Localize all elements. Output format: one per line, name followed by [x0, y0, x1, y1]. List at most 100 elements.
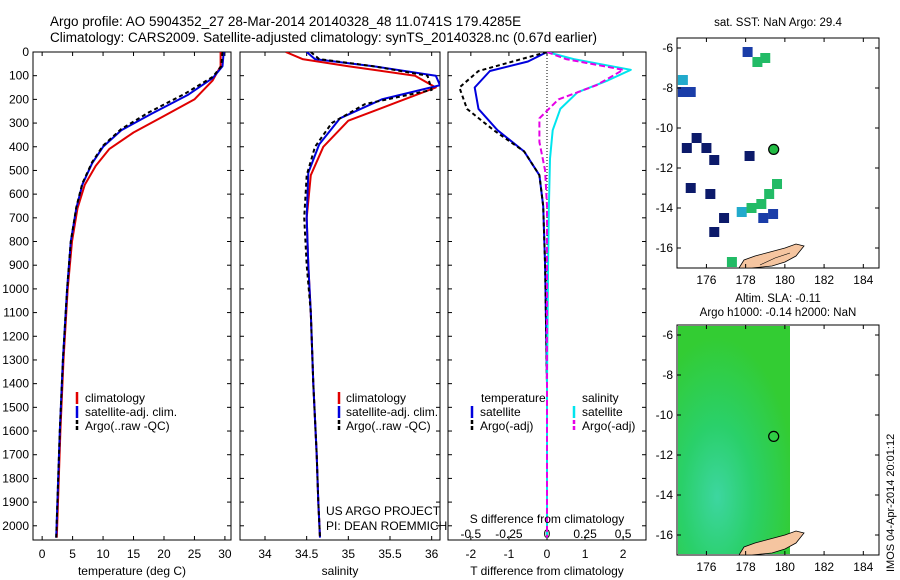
- header-line2: Climatology: CARS2009. Satellite-adjuste…: [50, 30, 597, 45]
- difference-xlabel-top: S difference from climatology: [470, 512, 625, 526]
- sst-cell: [681, 143, 692, 153]
- depth-tick-label: 1500: [2, 400, 29, 414]
- x-tick-label: 15: [127, 547, 141, 561]
- s-tick-label: -0.5: [461, 527, 482, 541]
- depth-tick-label: 700: [9, 211, 29, 225]
- salinity-legend-clim: climatology: [346, 391, 406, 405]
- difference-xlabel: T difference from climatology: [470, 564, 624, 578]
- sst-cell: [685, 183, 696, 193]
- argo-float-marker: [768, 143, 780, 155]
- x-tick-label: 10: [96, 547, 110, 561]
- depth-tick-label: 800: [9, 235, 29, 249]
- depth-tick-label: 0: [22, 45, 29, 59]
- map-y-tick-label: -8: [662, 368, 673, 382]
- x-tick-label: 0: [544, 547, 551, 561]
- map-y-tick-label: -8: [662, 81, 673, 95]
- map-y-tick-label: -12: [656, 161, 674, 175]
- depth-tick-label: 1400: [2, 377, 29, 391]
- s-tick-label: 0.25: [573, 527, 597, 541]
- temperature-legend-clim: climatology: [85, 391, 145, 405]
- temperature-lines: [55, 52, 225, 538]
- sst-cell: [772, 179, 783, 189]
- difference-legend: temperature salinity satellite Argo(-adj…: [470, 391, 635, 433]
- x-tick-label: 35: [342, 547, 356, 561]
- x-tick-label: 1: [582, 547, 589, 561]
- header-line1: Argo profile: AO 5904352_27 28-Mar-2014 …: [50, 14, 521, 29]
- map-x-tick-label: 184: [853, 273, 873, 287]
- depth-tick-label: 500: [9, 163, 29, 177]
- depth-tick-label: 1900: [2, 495, 29, 509]
- series-line: [473, 52, 548, 538]
- series-line: [303, 52, 433, 538]
- imos-stamp: IMOS 04-Apr-2014 20:01:12: [885, 434, 897, 572]
- difference-lines: [458, 52, 632, 538]
- depth-tick-label: 600: [9, 187, 29, 201]
- map-y-tick-label: -6: [662, 41, 673, 55]
- depth-tick-label: 1200: [2, 329, 29, 343]
- sst-cell: [760, 53, 771, 63]
- map-x-tick-label: 176: [696, 560, 716, 574]
- sst-cell: [709, 155, 720, 165]
- sst-cell: [719, 213, 730, 223]
- series-line: [546, 52, 632, 538]
- sla-field: [678, 326, 790, 554]
- map-x-tick-label: 176: [696, 273, 716, 287]
- sst-cell: [709, 227, 720, 237]
- s-tick-label: 0.5: [615, 527, 632, 541]
- difference-xticks: -2 -1 0 1 2-0.5 -0.25 0 0.25 0.5: [448, 51, 646, 561]
- temperature-xticks: 0 5 10 15 20 25 30: [33, 51, 232, 561]
- sst-map-panel: sat. SST: NaN Argo: 29.4 176 178 180 182 184…: [656, 17, 880, 287]
- sst-cell: [756, 199, 767, 209]
- temperature-legend: climatology satellite-adj. clim. Argo(..…: [75, 391, 177, 433]
- map-y-tick-label: -6: [662, 328, 673, 342]
- sst-cell: [685, 87, 696, 97]
- legend-t-argo: Argo(-adj): [480, 419, 533, 433]
- sst-cell: [726, 257, 737, 267]
- sla-map-ticks: 176 178 180 182 184 -6 -8 -10 -12 -14 -16: [656, 325, 879, 574]
- sla-map-panel: Altim. SLA: -0.11 Argo h1000: -0.14 h200…: [656, 293, 880, 574]
- sst-cell: [768, 209, 779, 219]
- map-y-tick-label: -12: [656, 448, 674, 462]
- depth-tick-label: 300: [9, 116, 29, 130]
- sst-cells: [677, 47, 783, 267]
- depth-tick-label: 100: [9, 69, 29, 83]
- map-x-tick-label: 182: [814, 273, 834, 287]
- difference-panel: -2 -1 0 1 2-0.5 -0.25 0 0.25 0.5 S difference fr…: [447, 51, 647, 578]
- temperature-xlabel: temperature (deg C): [78, 564, 186, 578]
- x-tick-label: 34.5: [295, 547, 319, 561]
- legend-t-satellite: satellite: [480, 405, 521, 419]
- sst-map-ticks: 176 178 180 182 184 -6 -8 -10 -12 -14 -16: [656, 38, 879, 287]
- x-tick-label: 0: [39, 547, 46, 561]
- depth-axis: 0 100 200 300 400 500 600 700 800 900 1000 1100 1200…: [2, 45, 29, 533]
- depth-tick-label: 900: [9, 258, 29, 272]
- x-tick-label: -1: [504, 547, 515, 561]
- salinity-legend: climatology satellite-adj. clim. Argo(..…: [337, 391, 438, 433]
- fiji-land-shape-sla: [738, 530, 805, 555]
- salinity-legend-sat: satellite-adj. clim.: [346, 405, 438, 419]
- series-line: [55, 52, 224, 538]
- legend-s-argo: Argo(-adj): [582, 419, 635, 433]
- argo-float-marker-sla: [768, 430, 780, 442]
- sst-cell: [746, 203, 757, 213]
- map-y-tick-label: -14: [656, 201, 674, 215]
- sst-cell: [677, 87, 688, 97]
- x-tick-label: 20: [157, 547, 171, 561]
- salinity-lines: [285, 52, 440, 538]
- depth-tick-label: 1300: [2, 353, 29, 367]
- series-line: [55, 52, 222, 538]
- sst-cell: [691, 133, 702, 143]
- sst-cell: [701, 143, 712, 153]
- project-annotation: US ARGO PROJECT: [326, 504, 441, 518]
- x-tick-label: 25: [188, 547, 202, 561]
- sla-title-line2: Argo h1000: -0.14 h2000: NaN: [700, 307, 857, 319]
- map-y-tick-label: -10: [656, 408, 674, 422]
- fiji-land-shape: [738, 243, 805, 268]
- sst-cell: [677, 75, 688, 85]
- legend-title-temperature: temperature: [481, 391, 546, 405]
- map-y-tick-label: -14: [656, 488, 674, 502]
- sst-cell: [764, 189, 775, 199]
- series-line: [458, 52, 548, 538]
- sst-cell: [736, 207, 747, 217]
- map-y-tick-label: -16: [656, 528, 674, 542]
